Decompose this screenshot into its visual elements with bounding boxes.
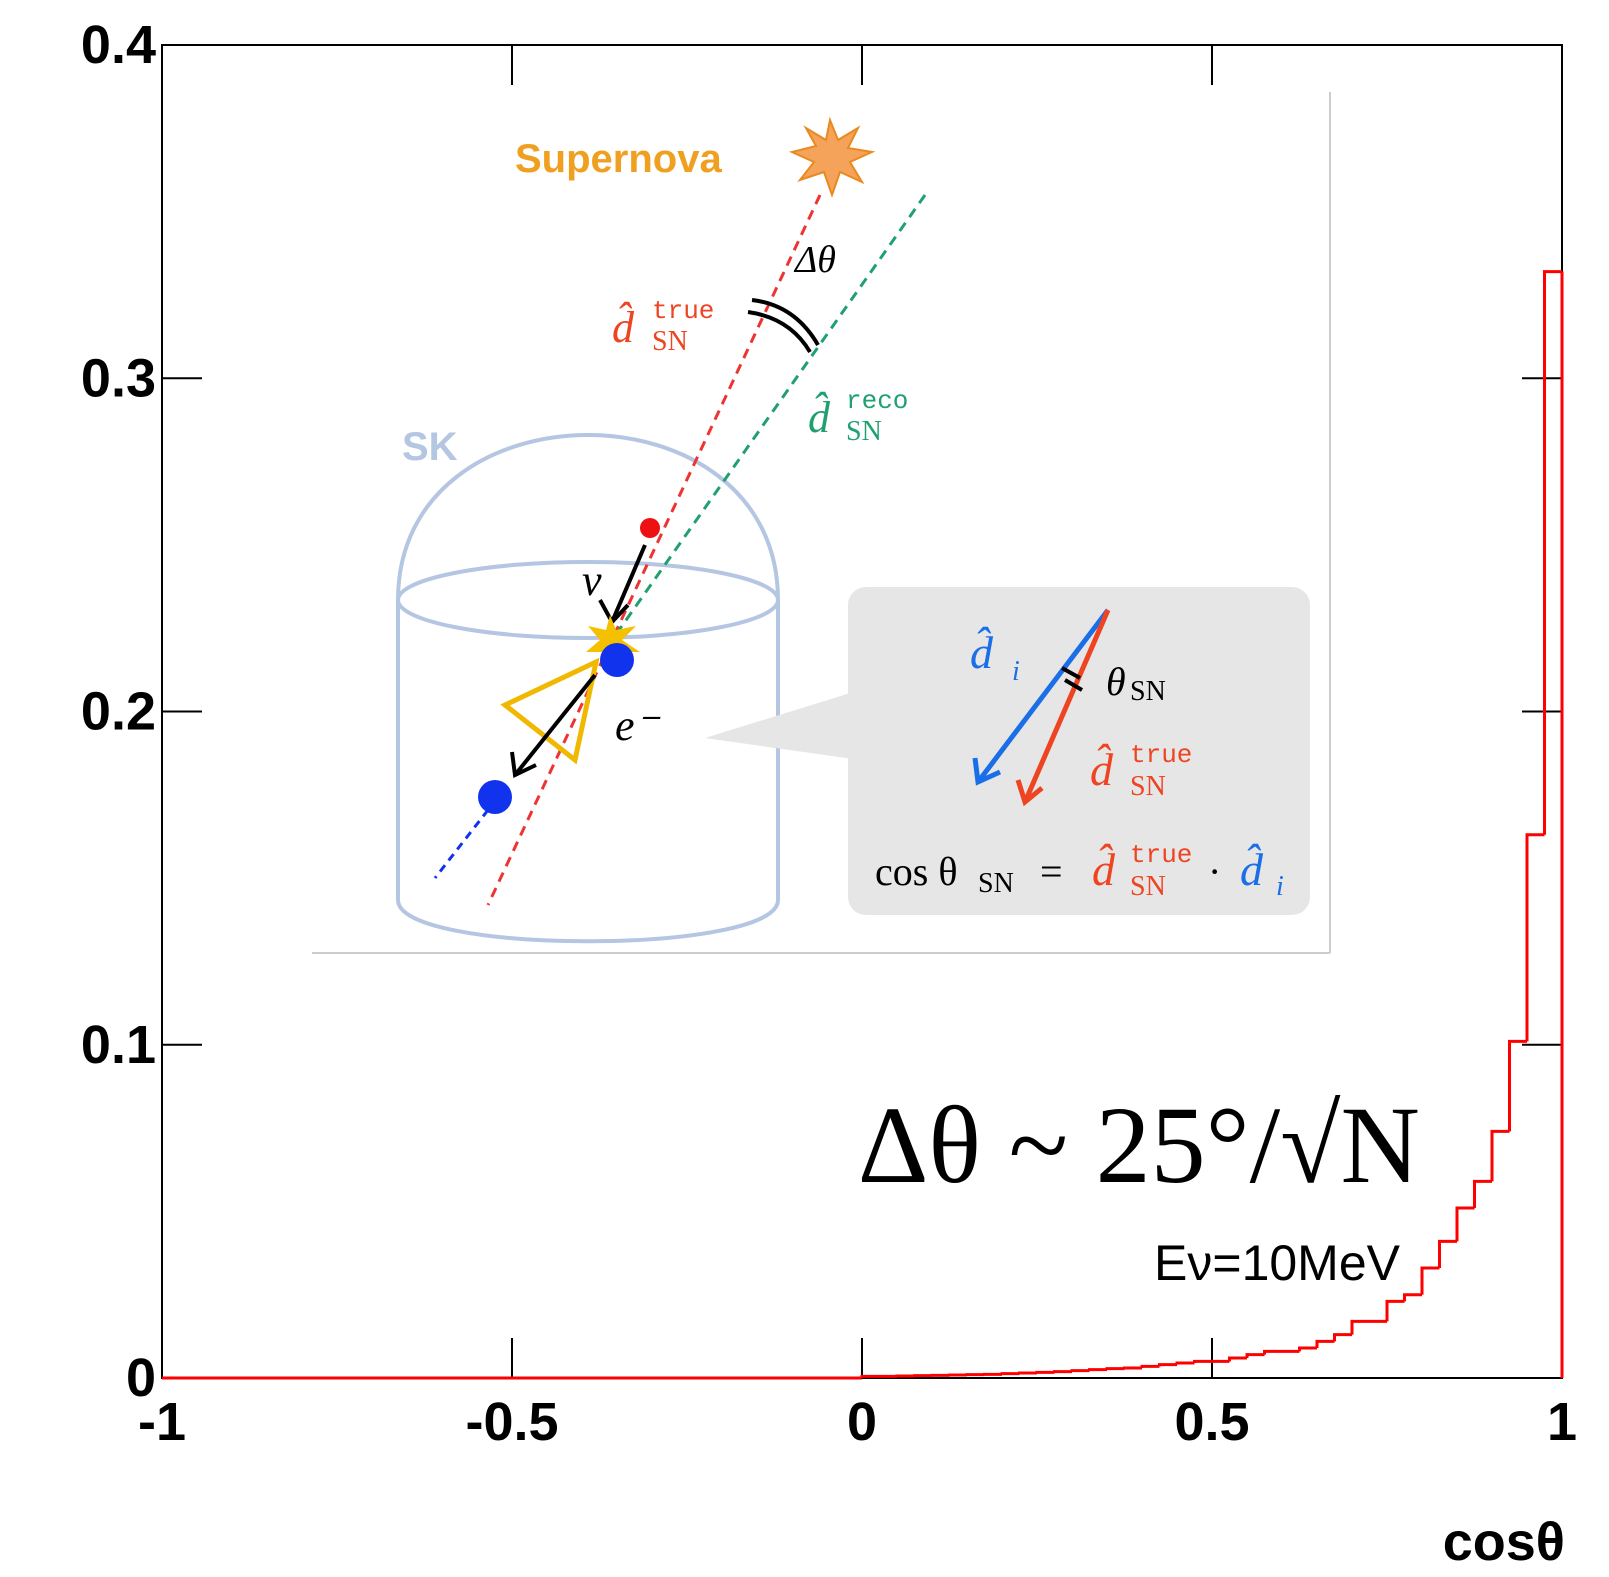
reco-direction [603,194,927,651]
theta-mark [1061,666,1084,692]
x-tick-label: 0.5 [1174,1392,1249,1452]
y-tick-label: 0.3 [81,348,156,408]
callout-true-symbol: d̂ [1090,744,1114,795]
histogram-step [1438,1239,1457,1269]
theta-sn-sub: SN [1130,676,1166,707]
histogram-step [1000,1372,1020,1376]
resolution-annotation: Δθ ~ 25°/√N [858,1084,1420,1206]
histogram-step [1385,1299,1405,1322]
formula-part: SN [978,868,1014,899]
electron-track [433,809,490,879]
x-tick-label: 1 [1547,1392,1577,1452]
histogram-step [1158,1363,1177,1367]
formula-part: i [1276,871,1284,902]
sk-tank [396,433,780,944]
di-sub: i [1012,656,1020,687]
interaction-star [586,615,640,668]
histogram-step [1018,1371,1037,1375]
histogram-step [860,1374,880,1378]
histogram-step [1525,833,1545,1042]
formula-part: = [1040,849,1063,894]
tank-dome [396,433,780,601]
tank-body [396,600,780,944]
histogram-step [1403,1293,1422,1302]
energy-annotation: Eν=10MeV [1154,1235,1401,1291]
formula-part: d̂ [1240,844,1264,895]
angle-arc [747,298,820,354]
electron-dot [600,643,634,677]
electron-dot [478,780,512,814]
histogram-step [1140,1364,1160,1368]
y-tick-label: 0.1 [81,1015,156,1075]
sk-label: SK [402,425,458,469]
nu-label: ν [582,556,602,605]
di-arrow [972,608,1110,786]
histogram-step [1105,1367,1125,1371]
histogram-step [1543,270,1562,835]
formula-part: SN [1130,871,1166,902]
formula: cos θ SN = d̂ true SN · d̂ i [875,840,1284,902]
histogram-step [1455,1206,1475,1242]
histogram-step [1333,1333,1352,1342]
histogram-step [1263,1349,1282,1355]
histogram-step [1508,1039,1527,1132]
y-tick-label: 0 [126,1348,156,1408]
supernova-label: Supernova [515,137,722,181]
x-axis-label: cosθ [1443,1512,1565,1572]
true-direction [486,194,822,906]
d-reco-symbol: d̂ [808,392,831,442]
x-tick-label: -1 [138,1392,186,1452]
histogram-step [1350,1319,1370,1335]
d-true-sup: true [652,296,714,326]
formula-part: cos θ [875,849,957,894]
histogram-step [1035,1370,1055,1374]
true-arrow [1015,609,1111,807]
electron-arrow [510,673,597,778]
histogram-step [1175,1361,1195,1365]
theta-sn-symbol: θ [1106,659,1126,704]
electron-label: e⁻ [615,701,662,750]
d-reco-sup: reco [846,386,908,416]
formula-part: d̂ [1092,844,1116,895]
y-tick-label: 0.2 [81,682,156,742]
histogram-step [1473,1179,1492,1209]
di-symbol: d̂ [970,627,994,678]
callout-true-sup: true [1130,740,1192,770]
x-tick-label: 0 [847,1392,877,1452]
histogram-step [1420,1266,1440,1295]
d-true-sub: SN [652,326,688,357]
histogram-step [1315,1339,1335,1349]
delta-theta-label: Δθ [793,239,836,281]
callout-true-sub: SN [1130,771,1166,802]
d-true-symbol: d̂ [612,302,635,352]
histogram-step [1193,1359,1212,1363]
cherenkov-cone [500,657,600,765]
histogram-step [1298,1346,1317,1352]
x-tick-label: -0.5 [465,1392,558,1452]
histogram-step [1053,1370,1072,1374]
d-reco-sub: SN [846,416,882,447]
histogram-step [1088,1368,1107,1372]
formula-part: true [1130,840,1192,870]
y-tick-label: 0.4 [81,15,156,75]
callout-box [848,587,1310,915]
inset-diagram: SK Supernova Δθ d̂ true SN d̂ reco SN ν … [312,92,1331,954]
histogram-step [1245,1353,1265,1359]
histogram-step [1228,1356,1247,1362]
callout-pointer [705,690,860,760]
histogram-step [1123,1366,1142,1370]
histogram-step [1490,1129,1510,1182]
histogram-step [1070,1369,1090,1373]
red-dot [640,518,660,538]
formula-part: · [1208,849,1221,894]
supernova-star [788,116,876,199]
